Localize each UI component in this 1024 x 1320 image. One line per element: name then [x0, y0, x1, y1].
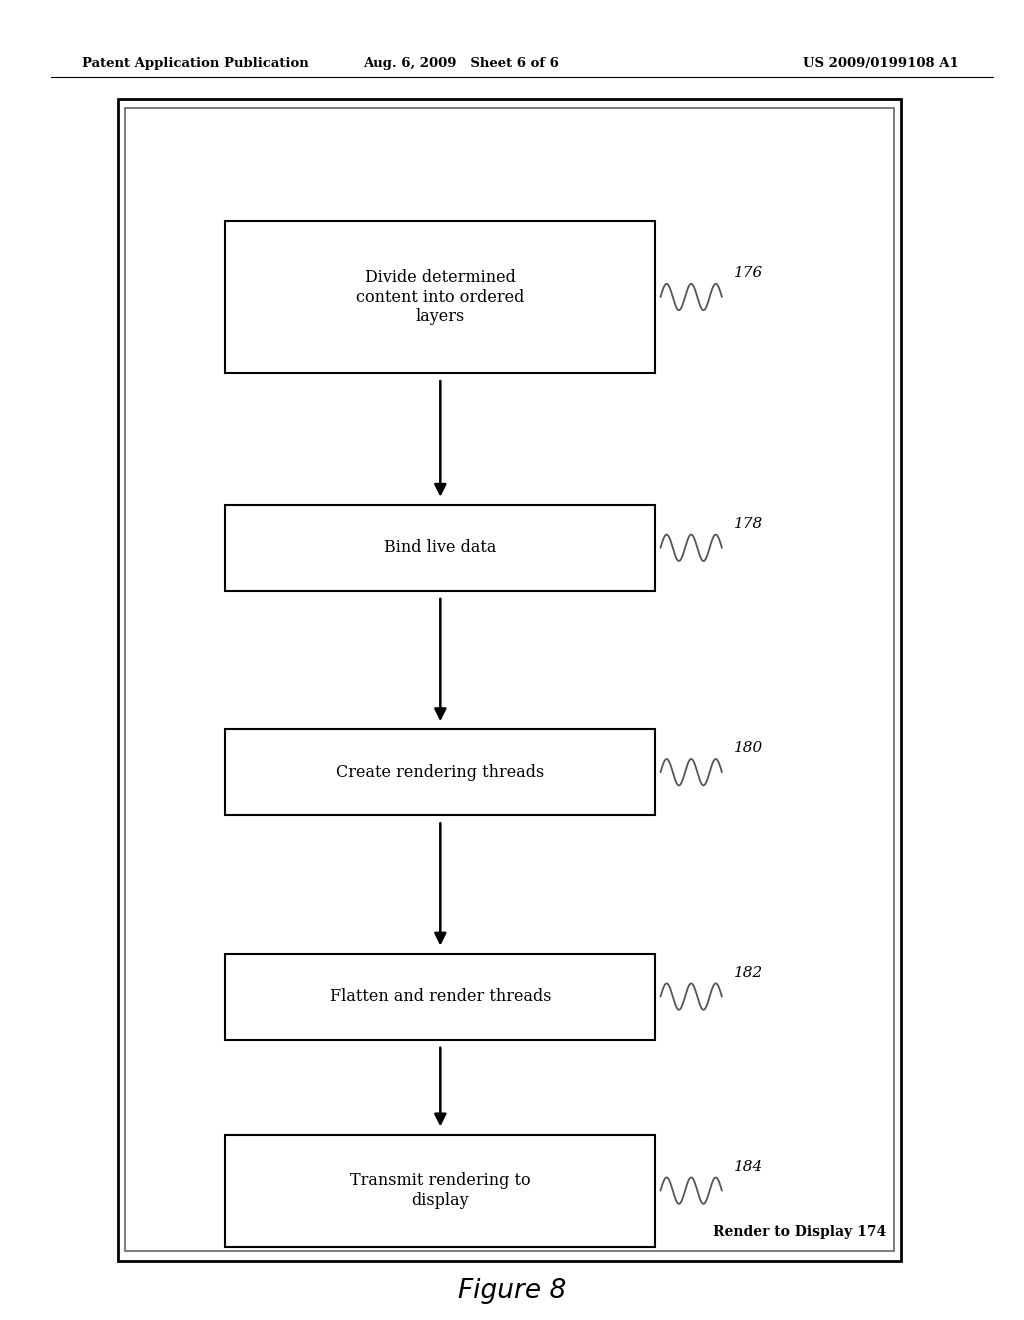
Text: Create rendering threads: Create rendering threads	[336, 764, 545, 780]
Text: 184: 184	[734, 1160, 764, 1173]
Text: Render to Display 174: Render to Display 174	[713, 1225, 886, 1238]
Bar	[225, 1134, 655, 1246]
Text: Bind live data: Bind live data	[384, 540, 497, 556]
Bar	[225, 953, 655, 1040]
Text: 178: 178	[734, 517, 764, 531]
Text: US 2009/0199108 A1: US 2009/0199108 A1	[803, 57, 958, 70]
Text: 180: 180	[734, 742, 764, 755]
Text: 176: 176	[734, 267, 764, 280]
Bar	[225, 506, 655, 591]
Text: Aug. 6, 2009   Sheet 6 of 6: Aug. 6, 2009 Sheet 6 of 6	[362, 57, 559, 70]
Bar	[118, 99, 901, 1261]
Bar	[225, 220, 655, 372]
Text: Patent Application Publication: Patent Application Publication	[82, 57, 308, 70]
Text: Transmit rendering to
display: Transmit rendering to display	[350, 1172, 530, 1209]
Bar	[125, 108, 894, 1251]
Text: Figure 8: Figure 8	[458, 1278, 566, 1304]
Text: Flatten and render threads: Flatten and render threads	[330, 989, 551, 1005]
Text: 182: 182	[734, 966, 764, 979]
Bar	[225, 729, 655, 816]
Text: Divide determined
content into ordered
layers: Divide determined content into ordered l…	[356, 269, 524, 325]
